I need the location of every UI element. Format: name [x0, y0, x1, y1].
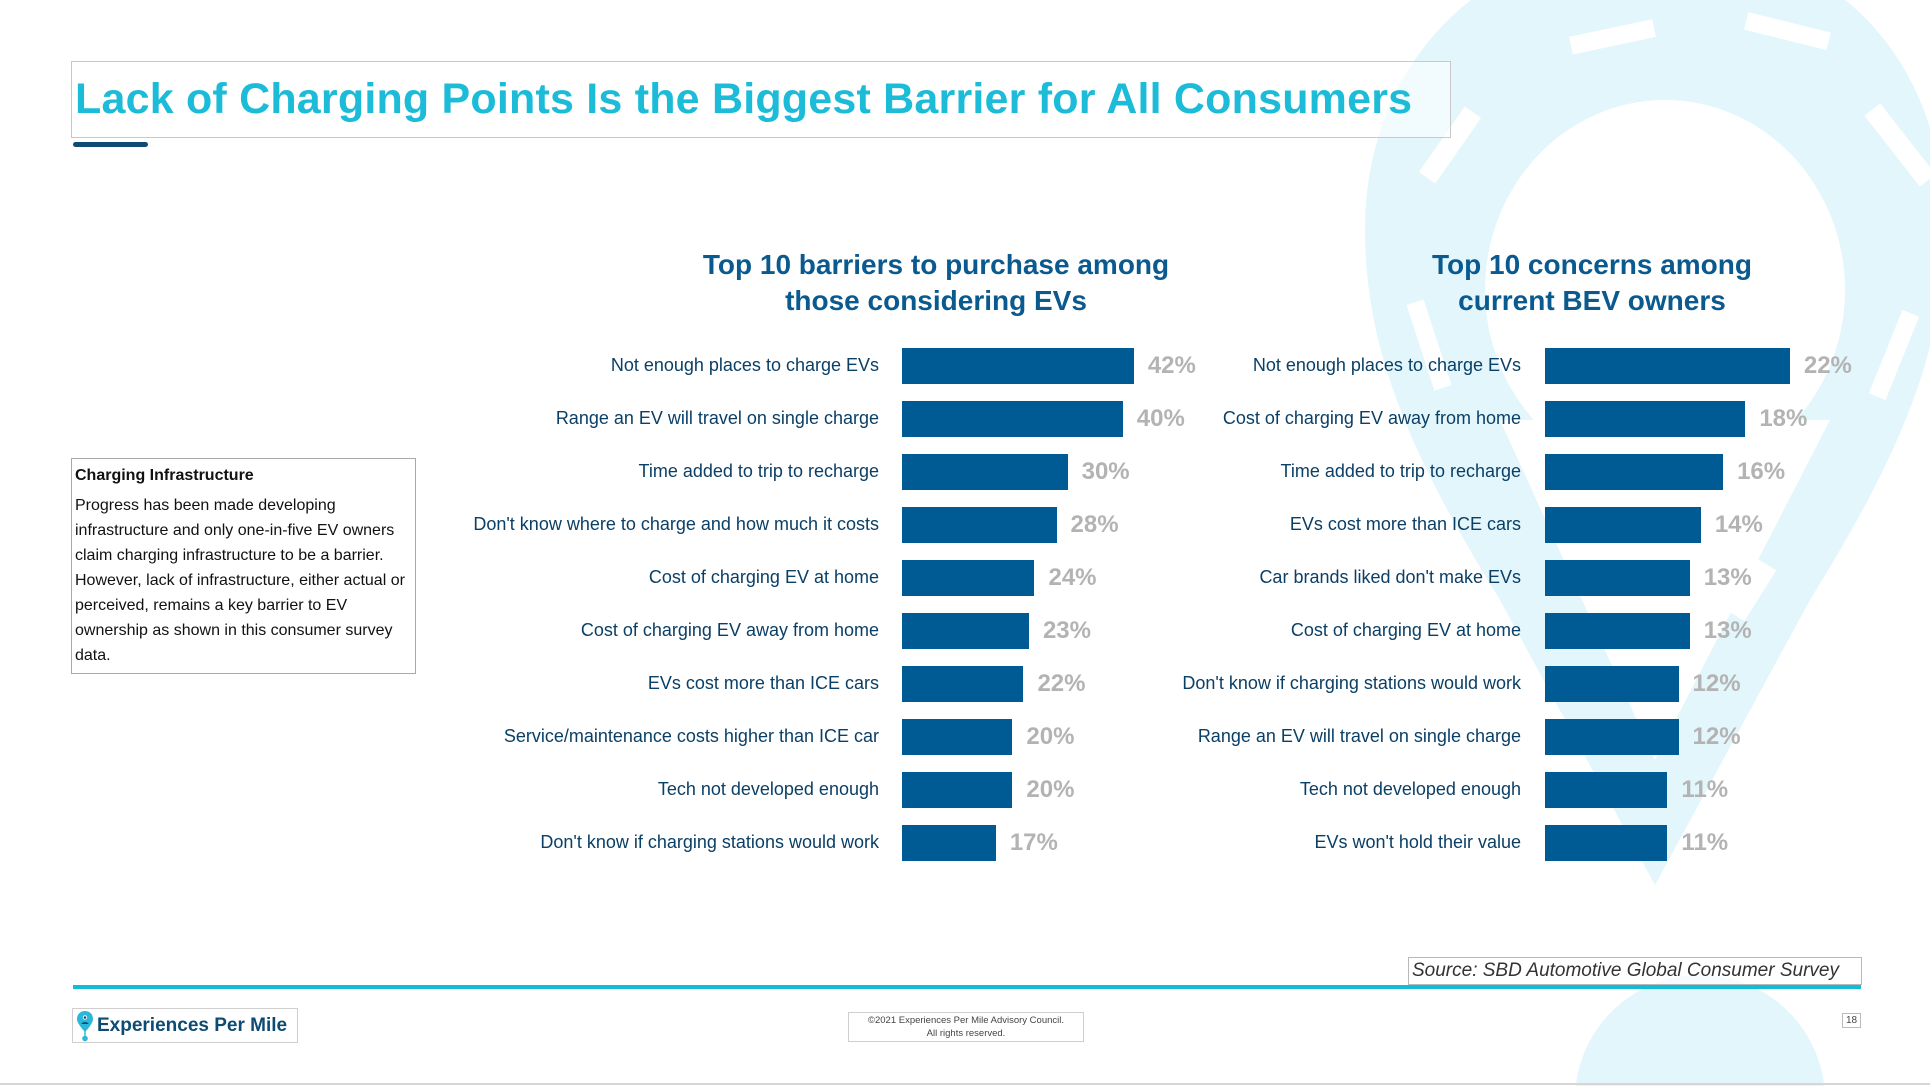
slide-title: Lack of Charging Points Is the Biggest B…	[75, 75, 1413, 123]
road-dash	[1744, 12, 1831, 51]
copyright-line: All rights reserved.	[926, 1027, 1006, 1039]
road-dash	[1569, 19, 1656, 55]
title-box: Lack of Charging Points Is the Biggest B…	[71, 61, 1451, 138]
road-dash	[1868, 309, 1920, 401]
brand-name: Experiences Per Mile	[97, 1014, 288, 1036]
pin-inner-hole	[1485, 100, 1845, 480]
map-pin-logo-icon	[77, 1010, 93, 1041]
brand-logo: Experiences Per Mile	[72, 1008, 298, 1043]
page-number: 18	[1842, 1013, 1861, 1028]
info-heading: Charging Infrastructure	[75, 467, 254, 484]
bottom-rule	[0, 1083, 1930, 1085]
copyright-notice: ©2021 Experiences Per Mile Advisory Coun…	[848, 1012, 1084, 1042]
footer-divider	[73, 985, 1861, 989]
title-underline-accent	[73, 142, 148, 147]
info-body: Progress has been made developing infras…	[75, 497, 405, 664]
road-dash	[1418, 106, 1482, 184]
road-dash	[1406, 299, 1452, 391]
footer-circle	[1575, 975, 1825, 1086]
info-box-charging-infrastructure: Charging Infrastructure Progress has bee…	[71, 458, 416, 674]
road-dash	[1864, 103, 1930, 187]
copyright-line: ©2021 Experiences Per Mile Advisory Coun…	[867, 1015, 1065, 1026]
road-dash	[1725, 558, 1777, 622]
source-caption: Source: SBD Automotive Global Consumer S…	[1408, 957, 1862, 985]
